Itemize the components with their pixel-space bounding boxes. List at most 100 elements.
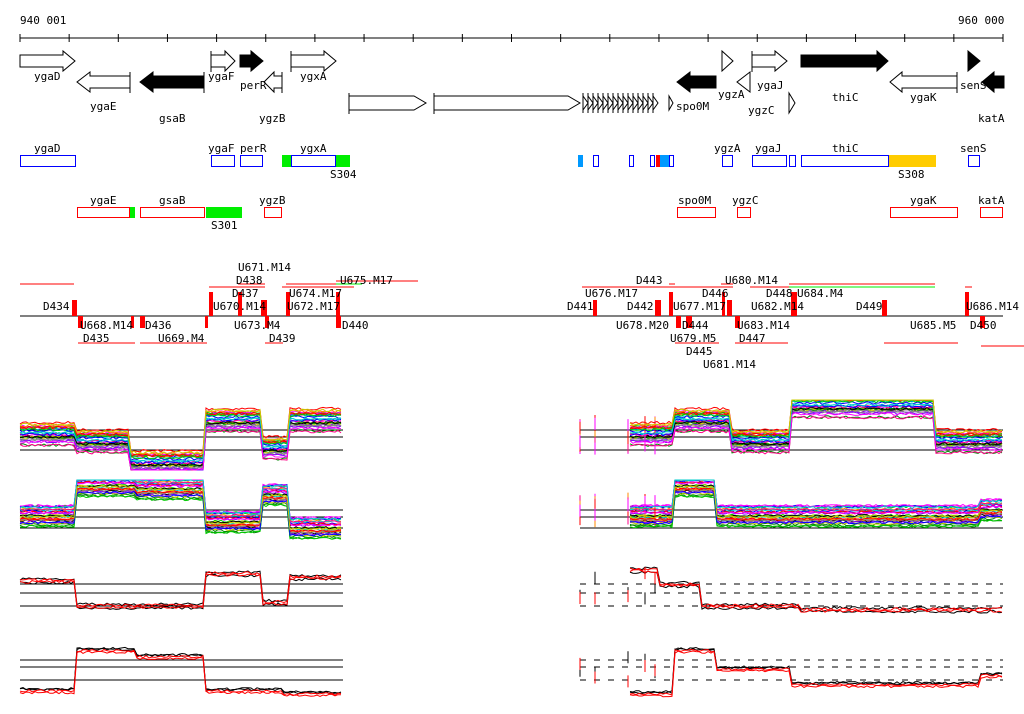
transcript-label[interactable]: D445	[686, 345, 713, 358]
rev-box-ygaK[interactable]	[890, 207, 958, 218]
transcript-label[interactable]: U683.M14	[737, 319, 790, 332]
transcript-label[interactable]: D442	[627, 300, 654, 313]
transcript-label[interactable]: D441	[567, 300, 594, 313]
fwd-box[interactable]	[629, 155, 634, 167]
transcript-label[interactable]: D450	[970, 319, 997, 332]
gene-arrow-ygaK[interactable]	[889, 70, 958, 94]
transcript-label[interactable]: D444	[682, 319, 709, 332]
transcript-label[interactable]: D435	[83, 332, 110, 345]
small-gene-arrow[interactable]	[642, 94, 649, 112]
transcript-label[interactable]: U673.M4	[234, 319, 281, 332]
small-gene-arrow[interactable]	[668, 94, 674, 112]
small-gene-arrow[interactable]	[627, 94, 634, 112]
transcript-label[interactable]: U681.M14	[703, 358, 756, 371]
small-gene-arrow[interactable]	[632, 94, 639, 112]
gene-arrow-unnamed-1[interactable]	[348, 95, 427, 111]
gene-arrow-ygaD[interactable]	[19, 49, 76, 73]
transcript-label[interactable]: D447	[739, 332, 766, 345]
gene-arrow-ygzC[interactable]	[736, 70, 751, 94]
transcript-label[interactable]: U684.M4	[797, 287, 844, 300]
transcript-label[interactable]: D449	[856, 300, 883, 313]
small-gene-arrow[interactable]	[602, 94, 609, 112]
transcript-label[interactable]: U678.M20	[616, 319, 669, 332]
fwd-box[interactable]	[593, 155, 599, 167]
segment-box-S304[interactable]	[336, 155, 350, 167]
fwd-box[interactable]	[669, 155, 674, 167]
small-gene-arrow[interactable]	[637, 94, 644, 112]
fwd-box-perR[interactable]	[240, 155, 263, 167]
small-gene-arrow[interactable]	[582, 94, 589, 112]
gene-arrow-unnamed-3[interactable]	[788, 91, 796, 115]
rev-box-ygaE[interactable]	[77, 207, 130, 218]
gene-arrow-senS[interactable]	[967, 49, 981, 73]
small-gene-arrow[interactable]	[597, 94, 604, 112]
gene-arrow-perR[interactable]	[239, 49, 264, 73]
gene-arrow-unnamed-2[interactable]	[433, 95, 581, 111]
transcript-label[interactable]: U679.M5	[670, 332, 716, 345]
small-gene-arrow[interactable]	[607, 94, 614, 112]
gene-arrow-katA[interactable]	[981, 70, 1005, 94]
small-gene-arrow[interactable]	[652, 94, 659, 112]
small-gene-arrow[interactable]	[647, 94, 654, 112]
transcript-label[interactable]: U685.M5	[910, 319, 956, 332]
small-gene-arrow[interactable]	[592, 94, 599, 112]
gene-arrow-gsaB[interactable]	[139, 70, 205, 94]
gene-arrow-ygaJ[interactable]	[751, 49, 788, 73]
gene-label: ygaF	[208, 70, 235, 83]
gene-arrow-ygzA[interactable]	[721, 49, 734, 73]
segment-box-S301[interactable]	[206, 207, 242, 218]
rev-box-spo0M[interactable]	[677, 207, 716, 218]
transcript-label[interactable]: U668.M14	[80, 319, 133, 332]
gene-arrow-ygaE[interactable]	[76, 70, 131, 94]
fwd-box[interactable]	[789, 155, 796, 167]
small-gene-arrow[interactable]	[617, 94, 624, 112]
fwd-box-ygxA[interactable]	[291, 155, 336, 167]
rev-box-ygzC[interactable]	[737, 207, 751, 218]
gene-arrow-ygxA[interactable]	[290, 49, 337, 73]
small-gene-arrow[interactable]	[587, 94, 594, 112]
transcript-label[interactable]: D440	[342, 319, 369, 332]
segment-box[interactable]	[130, 207, 135, 218]
transcript-label[interactable]: U674.M17	[289, 287, 342, 300]
transcript-label[interactable]: U675.M17	[340, 274, 393, 287]
fwd-box[interactable]	[650, 155, 655, 167]
transcript-label[interactable]: D448	[766, 287, 793, 300]
transcript-label[interactable]: U677.M17	[673, 300, 726, 313]
segment-box[interactable]	[578, 155, 583, 167]
gene-arrow-ygaF[interactable]	[210, 49, 236, 73]
transcript-label[interactable]: U682.M14	[751, 300, 804, 313]
segment-box-S308[interactable]	[889, 155, 936, 167]
transcript-label[interactable]: D437	[232, 287, 259, 300]
fwd-box-ygaJ[interactable]	[752, 155, 787, 167]
transcript-label[interactable]: U686.M14	[966, 300, 1019, 313]
fwd-box-thiC[interactable]	[801, 155, 889, 167]
transcript-label[interactable]: U670.M14	[213, 300, 266, 313]
rev-box-ygzB[interactable]	[264, 207, 282, 218]
rev-box-katA[interactable]	[980, 207, 1003, 218]
transcript-label[interactable]: U676.M17	[585, 287, 638, 300]
transcript-label[interactable]: U671.M14	[238, 261, 291, 274]
small-gene-arrows[interactable]	[582, 93, 674, 113]
fwd-box-senS[interactable]	[968, 155, 980, 167]
small-gene-arrow[interactable]	[622, 94, 629, 112]
segment-box[interactable]	[660, 155, 669, 167]
transcript-label[interactable]: U672.M17	[287, 300, 340, 313]
segment-box[interactable]	[282, 155, 291, 167]
transcript-label[interactable]: D438	[236, 274, 263, 287]
transcript-label[interactable]: U669.M4	[158, 332, 205, 345]
fwd-box-ygaF[interactable]	[211, 155, 235, 167]
transcript-label[interactable]: D443	[636, 274, 663, 287]
transcript-label[interactable]: U680.M14	[725, 274, 778, 287]
fwd-box-ygzA[interactable]	[722, 155, 733, 167]
gene-arrow-spo0M[interactable]	[676, 70, 717, 94]
rev-box-gsaB[interactable]	[140, 207, 205, 218]
transcript-label[interactable]: D446	[702, 287, 729, 300]
small-gene-arrow[interactable]	[612, 94, 619, 112]
fwd-box-ygaD[interactable]	[20, 155, 76, 167]
gene-arrow-ygzB[interactable]	[263, 70, 283, 94]
transcript-label[interactable]: D439	[269, 332, 296, 345]
transcript-label[interactable]: D436	[145, 319, 172, 332]
transcript-label[interactable]: D434	[43, 300, 70, 313]
segment-box[interactable]	[656, 155, 660, 167]
gene-arrow-thiC[interactable]	[800, 49, 889, 73]
